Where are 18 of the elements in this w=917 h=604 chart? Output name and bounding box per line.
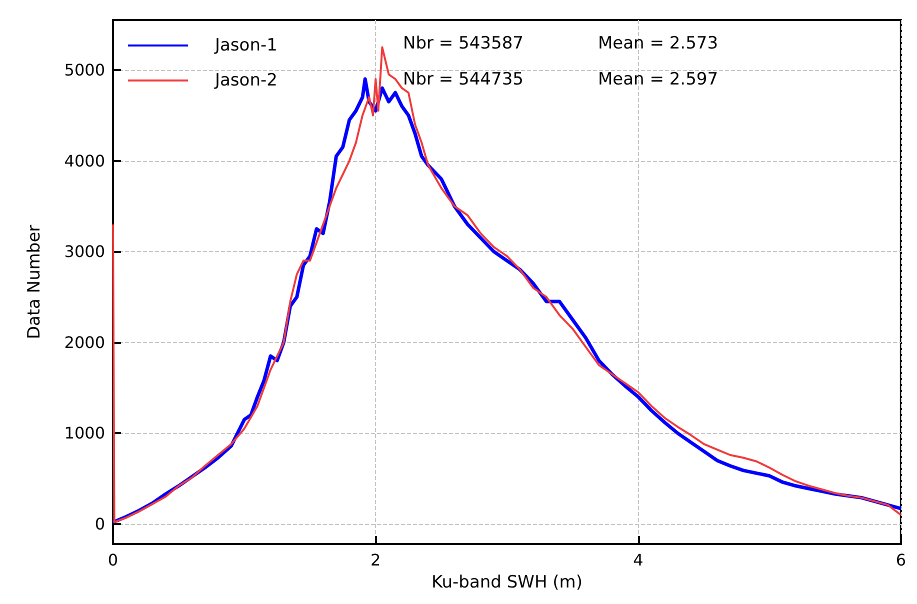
y-tick-label: 0: [94, 514, 105, 534]
y-tick-label: 2000: [64, 332, 105, 352]
annotation: Nbr = 544735: [403, 70, 524, 90]
annotation: Mean = 2.573: [598, 34, 718, 54]
y-tick-label: 5000: [64, 60, 105, 80]
y-tick-label: 1000: [64, 424, 105, 443]
y-tick-label: 3000: [64, 242, 105, 262]
legend-label: Jason-2: [214, 70, 278, 90]
x-tick-label: 0: [108, 550, 118, 570]
y-tick-label: 4000: [64, 151, 105, 170]
x-tick-label: 2: [370, 550, 381, 570]
annotation: Mean = 2.597: [598, 70, 718, 90]
y-axis-title: Data Number: [24, 224, 44, 340]
annotation: Nbr = 543587: [403, 34, 524, 54]
x-axis-title: Ku-band SWH (m): [431, 572, 582, 592]
x-tick-label: 6: [896, 550, 906, 570]
x-tick-label: 4: [633, 550, 644, 570]
legend-label: Jason-1: [214, 36, 278, 56]
